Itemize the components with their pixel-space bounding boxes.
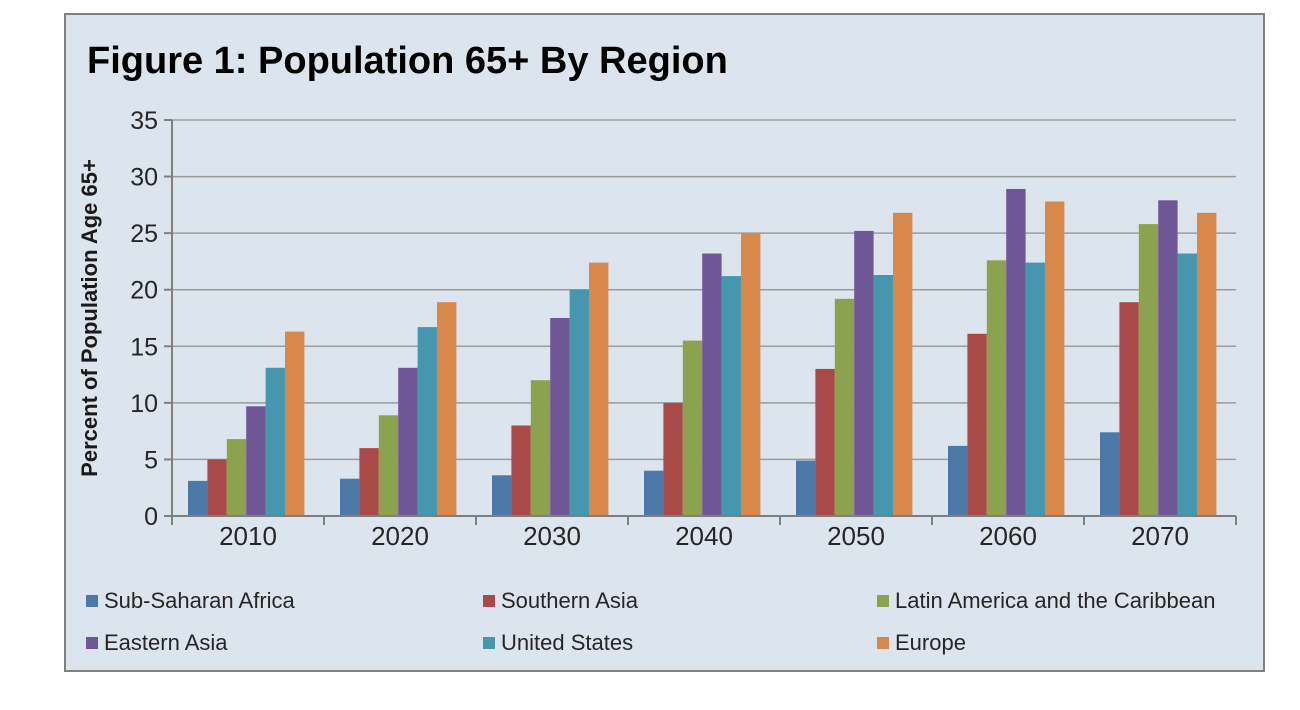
bar: [967, 333, 987, 516]
chart-title: Figure 1: Population 65+ By Region: [87, 40, 728, 82]
bar: [796, 460, 816, 516]
x-category-label: 2020: [371, 521, 429, 551]
bar: [986, 260, 1007, 516]
y-tick-label: 15: [130, 333, 158, 361]
bar: [207, 459, 227, 516]
y-tick-label: 30: [130, 164, 158, 192]
bar: [417, 327, 437, 516]
x-category-label: 2070: [1131, 521, 1189, 551]
y-tick-label: 25: [130, 220, 158, 248]
legend-label: Southern Asia: [501, 587, 638, 613]
legend-label: Eastern Asia: [104, 629, 228, 655]
legend-item: Eastern Asia: [86, 627, 483, 658]
bar: [893, 212, 913, 517]
bar: [854, 230, 874, 516]
bar: [285, 331, 305, 516]
bar: [721, 276, 741, 516]
bar-chart-plot: 0 5 10 15 20 25 30 35 2010 2020 2030 2040 2050 2060 20…: [77, 107, 1237, 551]
x-category-label: 2060: [979, 521, 1037, 551]
bar: [437, 302, 457, 516]
legend-item: United States: [483, 627, 877, 658]
bar: [530, 380, 551, 516]
legend-label: Latin America and the Caribbean: [895, 587, 1216, 613]
bar: [834, 298, 855, 516]
bar: [550, 318, 570, 516]
legend-marker: [877, 636, 889, 649]
bar: [1045, 201, 1065, 516]
bar: [644, 470, 664, 516]
bar: [1158, 200, 1178, 517]
figure-container: Figure 1: Population 65+ By Region 0 5 10 1…: [64, 13, 1265, 672]
legend-label: Europe: [895, 629, 966, 655]
bar: [1138, 224, 1159, 516]
bar: [398, 367, 418, 516]
bar: [1100, 432, 1120, 516]
legend-marker: [86, 636, 98, 649]
bar: [340, 478, 360, 516]
y-tick-label: 5: [144, 446, 158, 474]
bar: [1006, 189, 1026, 516]
y-tick-label: 10: [130, 390, 158, 418]
legend-item: Latin America and the Caribbean: [877, 585, 1241, 616]
y-tick-label: 0: [144, 503, 158, 531]
bar: [359, 448, 379, 516]
legend-marker: [86, 594, 98, 607]
legend-item: Europe: [877, 627, 1241, 658]
bar: [246, 406, 266, 516]
y-tick-label: 20: [130, 277, 158, 305]
bar: [948, 445, 968, 516]
bar: [1025, 262, 1045, 516]
bar: [741, 233, 761, 516]
legend-item: Sub-Saharan Africa: [86, 585, 483, 616]
chart-legend: Sub-Saharan Africa Southern Asia Latin Ame…: [86, 585, 1241, 658]
legend-marker: [877, 594, 889, 607]
bar: [702, 253, 722, 516]
bar: [226, 439, 247, 516]
bar: [378, 415, 399, 516]
legend-marker: [483, 636, 495, 649]
bar: [589, 262, 609, 516]
legend-marker: [483, 594, 495, 607]
x-category-label: 2040: [675, 521, 733, 551]
bar: [569, 289, 589, 516]
y-axis-title: Percent of Population Age 65+: [77, 159, 102, 477]
x-category-label: 2030: [523, 521, 581, 551]
bar: [511, 425, 531, 516]
x-category-label: 2050: [827, 521, 885, 551]
bar: [265, 367, 285, 516]
bar: [1177, 253, 1197, 516]
legend-item: Southern Asia: [483, 585, 877, 616]
legend-label: United States: [501, 629, 634, 655]
bar: [492, 475, 512, 516]
bar: [663, 402, 683, 516]
bar: [1197, 212, 1217, 517]
legend-label: Sub-Saharan Africa: [104, 587, 295, 613]
y-tick-label: 35: [130, 107, 158, 135]
bar: [682, 340, 703, 516]
bar: [815, 368, 835, 516]
bar: [188, 480, 208, 516]
bar: [873, 275, 893, 516]
x-category-label: 2010: [219, 521, 277, 551]
bar: [1119, 302, 1139, 516]
